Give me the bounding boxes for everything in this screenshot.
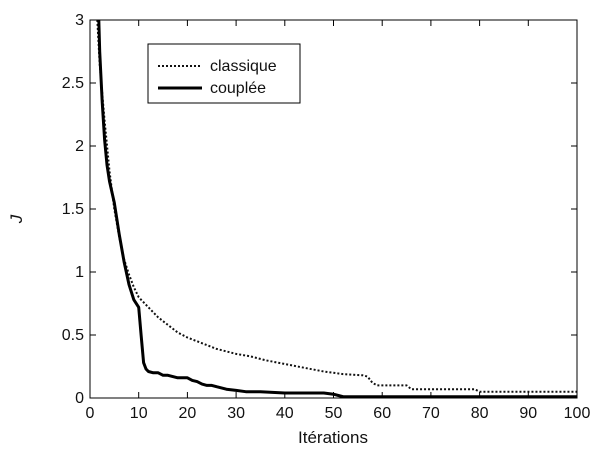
- x-tick-label: 10: [130, 405, 148, 422]
- x-tick-label: 40: [276, 405, 294, 422]
- y-tick-label: 2: [75, 138, 84, 155]
- axis-ticks: 0 10 20 30 40 50 60 70 80 90 100 0 0.5 1 1.5 2 2.5 3: [62, 12, 591, 422]
- legend-label-couplee: couplée: [210, 80, 266, 97]
- x-tick-label: 70: [422, 405, 440, 422]
- x-tick-label: 30: [227, 405, 245, 422]
- plot-series: [96, 19, 577, 399]
- y-tick-label: 1: [75, 264, 84, 281]
- y-tick-label: 2.5: [62, 75, 84, 92]
- legend-box: [147, 43, 301, 104]
- x-tick-label: 90: [519, 405, 537, 422]
- x-tick-label: 0: [86, 405, 95, 422]
- legend-label-classique: classique: [210, 58, 277, 75]
- y-axis-label: J: [7, 214, 26, 224]
- x-tick-label: 80: [471, 405, 489, 422]
- plot-frame: [89, 19, 578, 399]
- y-tick-label: 1.5: [62, 201, 84, 218]
- x-tick-label: 50: [325, 405, 343, 422]
- x-tick-label: 60: [373, 405, 391, 422]
- y-tick-label: 0: [75, 390, 84, 407]
- x-tick-label: 20: [179, 405, 197, 422]
- y-tick-label: 3: [75, 12, 84, 29]
- series-line-couplee: [97, 19, 577, 399]
- legend: classique couplée: [147, 43, 301, 104]
- y-tick-label: 0.5: [62, 327, 84, 344]
- x-tick-label: 100: [564, 405, 591, 422]
- x-axis-label: Itérations: [298, 428, 368, 447]
